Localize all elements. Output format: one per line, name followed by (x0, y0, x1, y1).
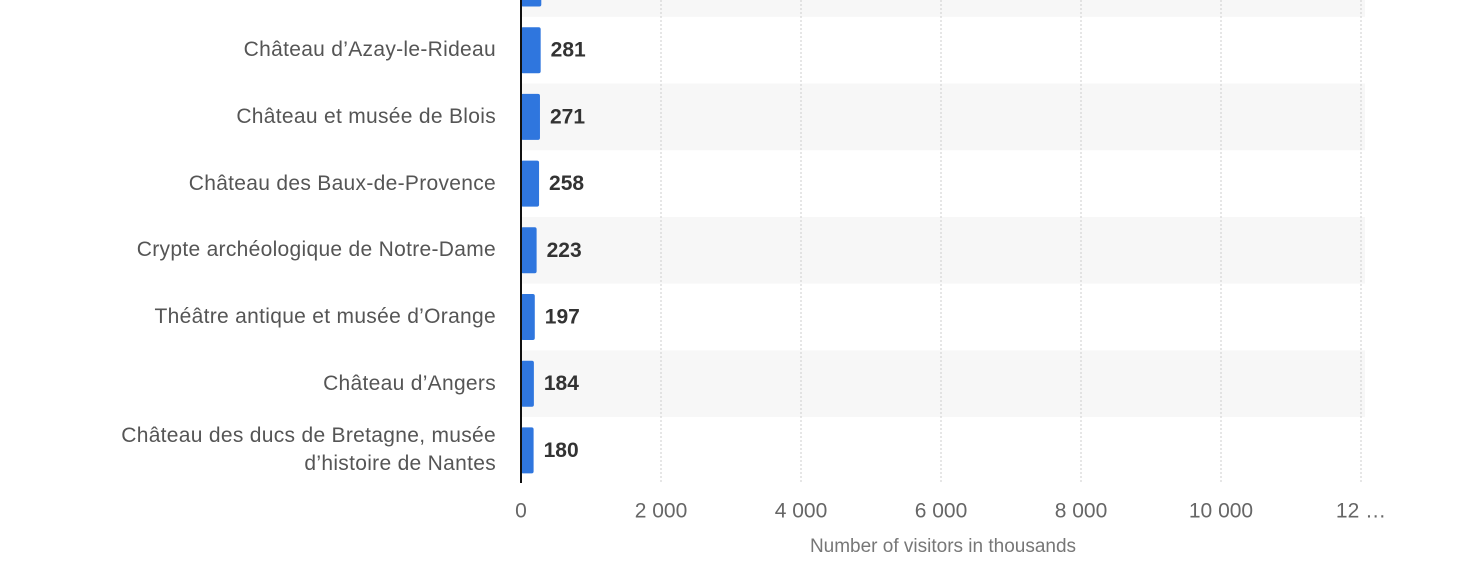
x-tick-label: 4 000 (775, 500, 828, 523)
value-label: 197 (545, 306, 580, 329)
row-stripe (521, 0, 1365, 17)
y-tick-label: Crypte archéologique de Notre-Dame (136, 238, 496, 262)
bar (521, 27, 541, 74)
row-stripe (521, 83, 1365, 151)
y-tick-label: Château d’Azay-le-Rideau (243, 38, 496, 62)
value-label: 180 (544, 439, 579, 462)
row-stripe (521, 350, 1365, 418)
value-label: 281 (551, 39, 586, 62)
y-tick-label: Château et musée de Blois (236, 104, 496, 128)
bar (521, 0, 542, 7)
bar (521, 360, 534, 407)
x-tick-label: 8 000 (1055, 500, 1108, 523)
y-tick-label: Château d’Angers (323, 371, 496, 395)
bar (521, 160, 540, 207)
y-tick-label: Château des ducs de Bretagne, musée d’hi… (121, 424, 496, 476)
y-tick-label: Théâtre antique et musée d’Orange (154, 305, 496, 328)
value-label: 271 (550, 105, 585, 128)
x-tick-label: 6 000 (915, 500, 968, 523)
y-tick-label: Château des Baux-de-Provence (188, 171, 496, 195)
bar (521, 427, 534, 474)
x-tick-label: 10 000 (1189, 500, 1253, 523)
bar (521, 93, 540, 140)
x-tick-label: 12 … (1336, 500, 1386, 523)
value-label: 223 (547, 239, 582, 262)
x-axis-title: Number of visitors in thousands (810, 536, 1076, 557)
value-label: 258 (549, 172, 584, 195)
bar (521, 294, 535, 340)
value-label: 184 (544, 372, 579, 395)
x-tick-label: 0 (515, 500, 527, 523)
bar (521, 227, 537, 274)
x-tick-label: 2 000 (635, 500, 688, 523)
row-stripe (521, 216, 1365, 284)
